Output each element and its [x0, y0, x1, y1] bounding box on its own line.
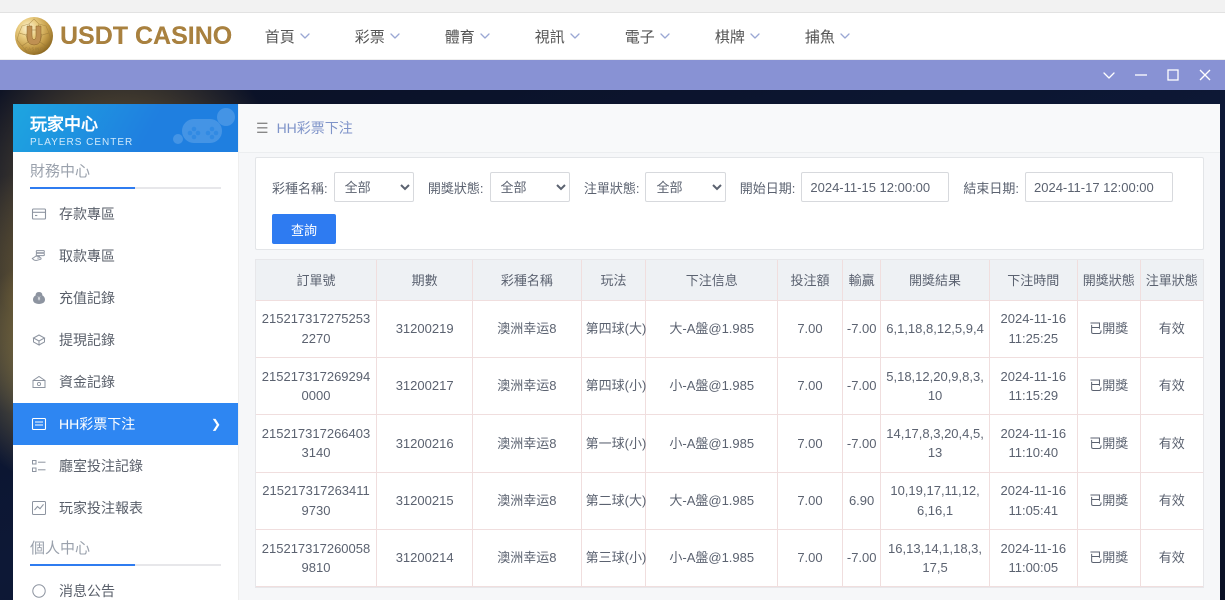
svg-text:¥: ¥	[38, 297, 41, 303]
svg-text:CASINO: CASINO	[25, 47, 44, 52]
